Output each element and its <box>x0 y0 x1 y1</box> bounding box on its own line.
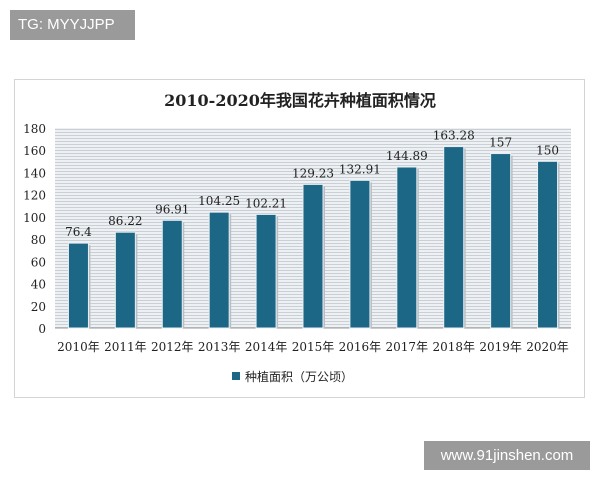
bar <box>114 231 136 329</box>
data-label: 96.91 <box>155 202 189 216</box>
x-tick-label: 2018年 <box>432 340 475 354</box>
y-tick-label: 180 <box>23 122 46 136</box>
bar <box>490 153 512 329</box>
x-tick-label: 2010年 <box>57 340 100 354</box>
watermark-bottom-right: www.91jinshen.com <box>424 441 590 470</box>
bar <box>208 211 230 329</box>
y-tick-label: 60 <box>31 255 46 269</box>
bar <box>161 219 183 329</box>
y-tick-label: 20 <box>31 300 46 314</box>
x-tick-label: 2017年 <box>386 340 429 354</box>
data-label: 132.91 <box>339 162 381 176</box>
chart-card <box>14 79 585 398</box>
chart-title: 2010-2020年我国花卉种植面积情况 <box>164 91 436 110</box>
legend: 种植面积（万公顷） <box>232 369 353 384</box>
data-label: 163.28 <box>433 129 475 143</box>
x-tick-label: 2016年 <box>339 340 382 354</box>
x-tick-label: 2014年 <box>245 340 288 354</box>
bar <box>443 146 465 329</box>
x-tick-label: 2013年 <box>198 340 241 354</box>
bar <box>537 160 559 329</box>
data-label: 144.89 <box>386 149 428 163</box>
bar <box>349 179 371 329</box>
data-label: 129.23 <box>292 166 334 180</box>
data-label: 76.4 <box>65 225 92 239</box>
x-tick-label: 2015年 <box>292 340 335 354</box>
x-tick-label: 2011年 <box>104 340 147 354</box>
data-label: 102.21 <box>245 196 287 210</box>
bar <box>302 183 324 329</box>
y-tick-label: 40 <box>31 278 46 292</box>
watermark-top-left: TG: MYYJJPP <box>10 10 135 40</box>
y-tick-label: 120 <box>23 189 46 203</box>
y-tick-label: 160 <box>23 144 46 158</box>
y-tick-label: 100 <box>23 211 46 225</box>
y-tick-label: 0 <box>38 322 46 336</box>
x-tick-label: 2019年 <box>479 340 522 354</box>
data-label: 157 <box>489 136 512 150</box>
x-tick-label: 2012年 <box>151 340 194 354</box>
x-tick-label: 2020年 <box>526 340 569 354</box>
data-label: 150 <box>536 143 559 157</box>
data-label: 104.25 <box>198 194 240 208</box>
legend-label: 种植面积（万公顷） <box>245 369 353 384</box>
data-label: 86.22 <box>108 214 142 228</box>
bar <box>255 213 277 329</box>
y-tick-label: 80 <box>31 233 46 247</box>
bar <box>396 166 418 329</box>
bar <box>67 242 89 329</box>
y-tick-label: 140 <box>23 166 46 180</box>
legend-swatch <box>232 372 240 380</box>
